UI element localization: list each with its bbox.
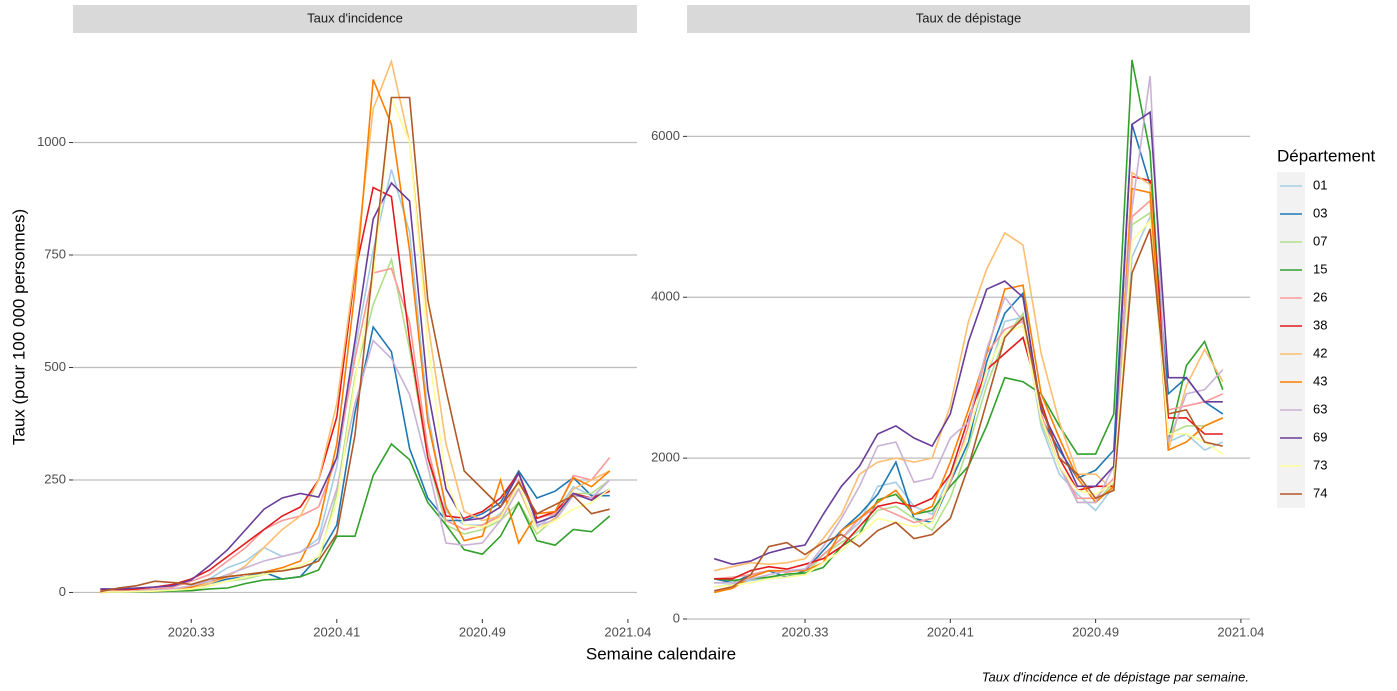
legend-label: 03 bbox=[1313, 205, 1327, 220]
series-line bbox=[714, 228, 1223, 592]
y-tick-label: 250 bbox=[44, 471, 66, 486]
y-tick-label: 0 bbox=[673, 610, 680, 625]
strip bbox=[73, 5, 637, 33]
y-tick-label: 500 bbox=[44, 359, 66, 374]
y-axis-title: Taux (pour 100 000 personnes) bbox=[9, 209, 28, 445]
caption: Taux d'incidence et de dépistage par sem… bbox=[982, 669, 1249, 684]
series-line bbox=[714, 124, 1224, 584]
y-tick-label: 0 bbox=[59, 584, 66, 599]
y-tick-label: 750 bbox=[44, 246, 66, 261]
series-line bbox=[714, 171, 1224, 572]
legend-keys-bg bbox=[1277, 172, 1305, 508]
series-line bbox=[714, 187, 1224, 594]
legend-label: 73 bbox=[1313, 457, 1327, 472]
series-line bbox=[100, 442, 611, 593]
series-line bbox=[100, 96, 610, 593]
x-tick-label: 2020.49 bbox=[1072, 624, 1119, 639]
x-tick-label: 2020.41 bbox=[927, 624, 974, 639]
panel-title: Taux de dépistage bbox=[916, 10, 1022, 25]
legend-label: 69 bbox=[1313, 429, 1327, 444]
y-tick-label: 4000 bbox=[651, 289, 680, 304]
x-tick-label: 2020.41 bbox=[313, 624, 360, 639]
panel-title: Taux d'incidence bbox=[307, 10, 403, 25]
y-tick-label: 1000 bbox=[37, 134, 66, 149]
x-tick-label: 2021.04 bbox=[604, 624, 651, 639]
series-line bbox=[714, 175, 1223, 580]
y-tick-label: 6000 bbox=[651, 128, 680, 143]
series-line bbox=[100, 181, 611, 590]
x-tick-label: 2020.49 bbox=[459, 624, 506, 639]
series-line bbox=[714, 216, 1224, 588]
x-tick-label: 2020.33 bbox=[168, 624, 215, 639]
legend-label: 74 bbox=[1313, 485, 1327, 500]
series-line bbox=[713, 110, 1223, 566]
legend-title: Département bbox=[1277, 146, 1376, 165]
series-line bbox=[714, 218, 1224, 588]
legend-label: 63 bbox=[1313, 401, 1327, 416]
legend-label: 38 bbox=[1313, 317, 1327, 332]
y-tick-label: 2000 bbox=[651, 450, 680, 465]
series-line bbox=[100, 325, 610, 593]
strip bbox=[687, 5, 1250, 33]
x-axis-title: Semaine calendaire bbox=[586, 644, 736, 663]
x-tick-label: 2021.04 bbox=[1217, 624, 1264, 639]
legend-label: 42 bbox=[1313, 345, 1327, 360]
series-line bbox=[100, 186, 610, 591]
legend-label: 43 bbox=[1313, 373, 1327, 388]
series-line bbox=[100, 256, 611, 593]
x-tick-label: 2020.33 bbox=[782, 624, 829, 639]
series-line bbox=[714, 211, 1224, 584]
legend-label: 26 bbox=[1313, 289, 1327, 304]
legend-label: 07 bbox=[1313, 233, 1327, 248]
series-line bbox=[714, 199, 1224, 580]
legend-label: 01 bbox=[1313, 177, 1327, 192]
series-line bbox=[100, 97, 611, 593]
series-line bbox=[100, 79, 611, 594]
series-line bbox=[714, 75, 1224, 584]
legend-label: 15 bbox=[1313, 261, 1327, 276]
